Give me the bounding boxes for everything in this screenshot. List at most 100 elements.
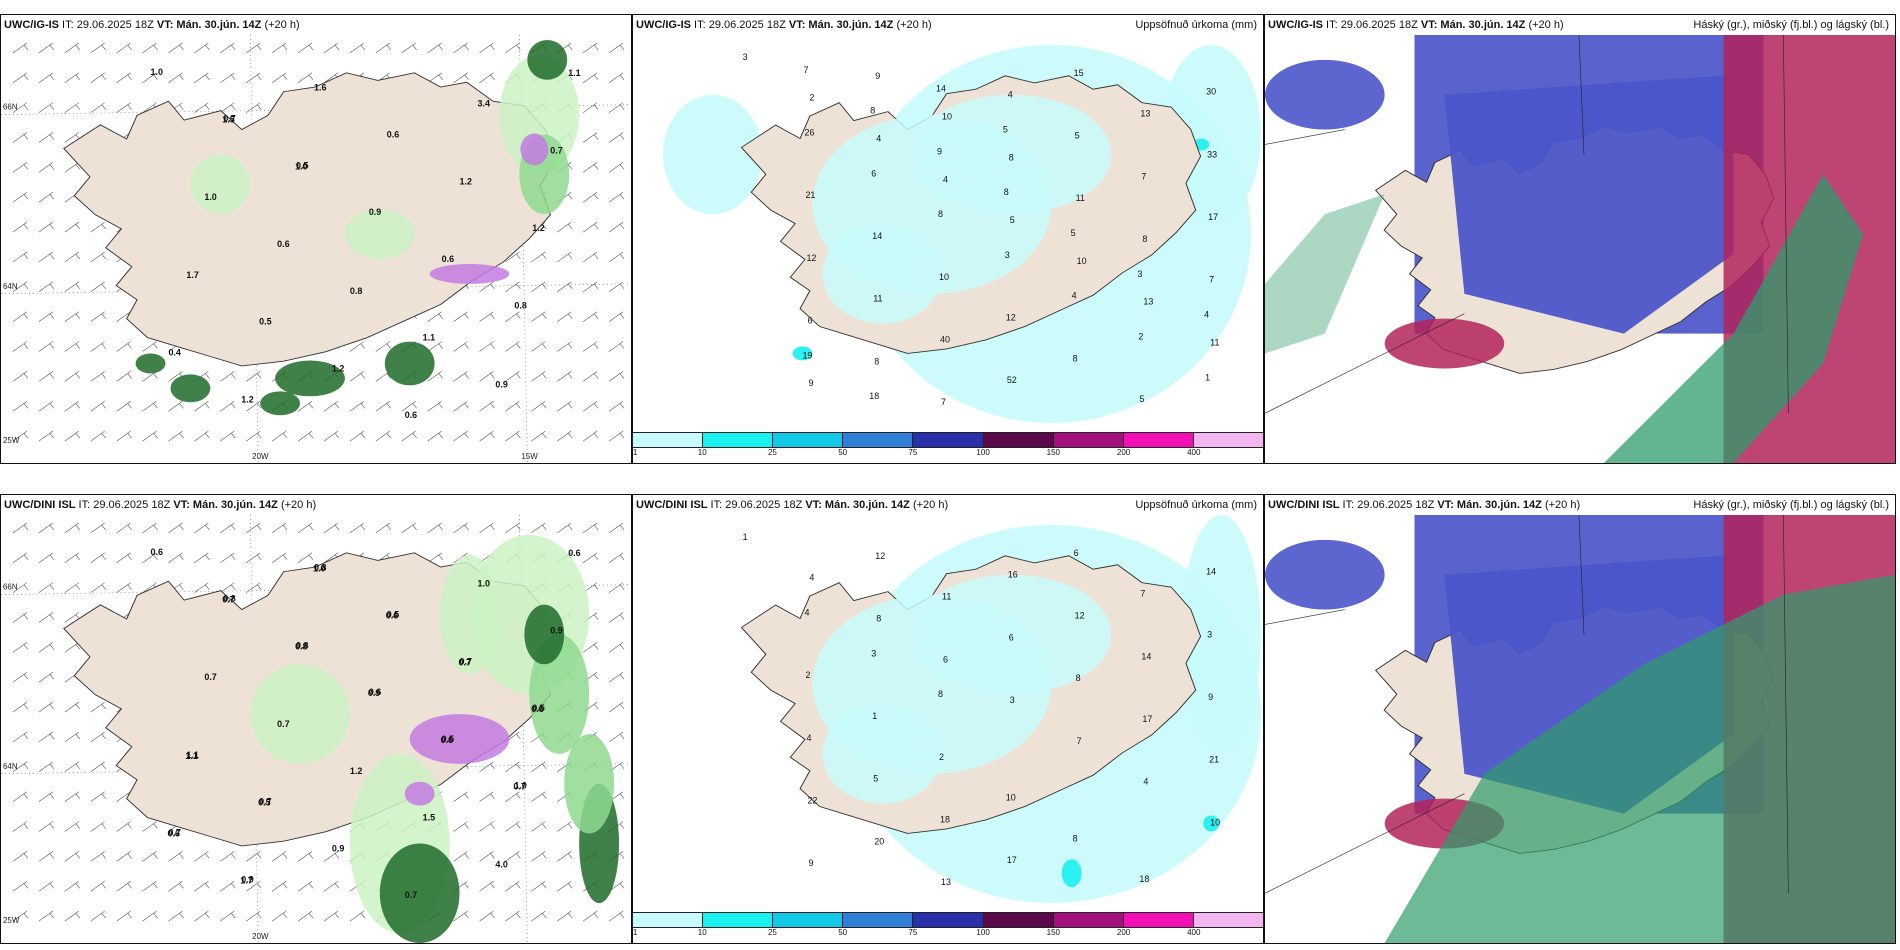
precip-wind-map[interactable]: 66N 64N 25W 20W 15W 1.0 0.7 0.5 0.9 0.6 0.8 0.4 1.2 1…: [1, 35, 631, 463]
precip-value: 2: [809, 93, 814, 103]
precip-value: 33: [1207, 149, 1217, 159]
model-name: UWC/IG-IS: [1268, 19, 1323, 31]
accum-precip-map[interactable]: 3 2 4 4 5 10 13 11 9 9 10 8 11 8 7 6 8 7 4 5 7 17 12 11 40 52 15 13…: [633, 35, 1263, 433]
panel-top-left: UWC/IG-IS IT: 29.06.2025 18Z VT: Mán. 30…: [0, 14, 632, 464]
precip-value: 12: [806, 253, 816, 263]
precip-value: 1.5: [222, 115, 234, 125]
precip-value: 9: [937, 146, 942, 156]
lat-label: 64N: [3, 762, 18, 771]
init-time: IT: 29.06.2025 18Z: [707, 499, 806, 511]
colorbar-tick: 200: [1116, 448, 1131, 457]
precip-values: 1.0 0.7 0.5 0.9 0.6 0.8 0.4 1.2 1.6 0.6 1.2 1.2 1.7 0…: [151, 67, 581, 420]
precip-value: 20: [874, 836, 884, 846]
precip-value: 3: [871, 648, 876, 658]
colorbar-swatch: [703, 913, 774, 927]
precip-value: 0.7: [259, 797, 271, 807]
init-time: IT: 29.06.2025 18Z: [1323, 19, 1421, 31]
precip-value: 1.1: [568, 68, 580, 78]
precip-value: 0.6: [387, 130, 399, 140]
precip-value: 21: [805, 190, 815, 200]
precip-value: 0.8: [314, 563, 326, 573]
model-name: UWC/IG-IS: [4, 19, 59, 31]
cloud-cover-map[interactable]: [1265, 35, 1895, 463]
lat-label: 25W: [3, 916, 20, 925]
precip-value: 0.5: [258, 798, 270, 808]
precip-value: 4: [806, 733, 811, 743]
precip-value: 0.4: [168, 348, 180, 358]
graticule: [1265, 515, 1789, 894]
precip-value: 1.7: [240, 875, 252, 885]
precip-value: 10: [1006, 793, 1016, 803]
colorbar-tick: 50: [838, 928, 848, 937]
precip-value: 5: [1010, 215, 1015, 225]
precip-value: 0.7: [459, 657, 471, 667]
precip-value: 0.7: [204, 672, 216, 682]
precip-value: 14: [936, 84, 946, 94]
precip-value: 2: [805, 670, 810, 680]
precip-value: 1.7: [186, 270, 198, 280]
precip-value: 0.7: [168, 828, 180, 838]
precip-value: 8: [1142, 234, 1147, 244]
precip-value: 4.0: [495, 859, 507, 869]
precip-value: 52: [1007, 375, 1017, 385]
colorbar-swatch: [843, 913, 914, 927]
precip-colorbar: 1 10 25 50 75 100 150 200 400: [632, 912, 1264, 937]
precip-value: 15: [1074, 68, 1084, 78]
precip-value: 0.6: [167, 829, 179, 839]
precip-value: 0.7: [405, 890, 417, 900]
valid-time: VT: Mán. 30.jún. 14Z: [1420, 19, 1526, 31]
precip-value: 1.2: [460, 176, 472, 186]
colorbar-tick: 1: [632, 448, 638, 457]
colorbar-swatch: [773, 433, 844, 447]
panel-header: UWC/IG-IS IT: 29.06.2025 18Z VT: Mán. 30…: [1265, 15, 1895, 35]
precip-wind-map[interactable]: 66N 64N 25W 20W 0.6 0.8 0.8 0.6 0.5 1.0 0.7 0.9 0.8 0…: [1, 515, 631, 943]
precip-value: 1.0: [477, 579, 489, 589]
precip-areas: [250, 534, 620, 943]
colorbar-swatch: [1193, 913, 1263, 927]
precip-value: 17: [1208, 212, 1218, 222]
init-time: IT: 29.06.2025 18Z: [1339, 499, 1438, 511]
precip-value: 6: [871, 168, 876, 178]
precip-value: 4: [804, 608, 809, 618]
precip-value: 17: [1142, 714, 1152, 724]
field-title: Háský (gr.), miðský (fj.bl.) og lágský (…: [1693, 19, 1889, 31]
precip-value: 12: [875, 551, 885, 561]
field-title: Uppsöfnuð úrkoma (mm): [1135, 19, 1257, 31]
panel-bottom-mid: UWC/DINI ISL IT: 29.06.2025 18Z VT: Mán.…: [632, 494, 1264, 944]
precip-value: 0.9: [368, 688, 380, 698]
panel-bottom-right: UWC/DINI ISL IT: 29.06.2025 18Z VT: Mán.…: [1264, 494, 1896, 944]
precip-value: 10: [939, 272, 949, 282]
colorbar-tick: 75: [908, 448, 918, 457]
precip-value: 8: [1004, 187, 1009, 197]
colorbar-swatch: [1053, 913, 1124, 927]
precip-value: 14: [1141, 651, 1151, 661]
precip-value: 40: [940, 334, 950, 344]
precip-value: 9: [875, 71, 880, 81]
precip-value: 5: [1003, 125, 1008, 135]
field-title: Háský (gr.), miðský (fj.bl.) og lágský (…: [1693, 499, 1889, 511]
precip-value: 0.6: [386, 611, 398, 621]
precip-value: 10: [1210, 817, 1220, 827]
precip-value: 7: [1209, 275, 1214, 285]
precip-value: 11: [1076, 193, 1085, 203]
precip-value: 8: [938, 209, 943, 219]
lead-time: (+20 h): [1525, 19, 1564, 31]
model-name: UWC/DINI ISL: [1268, 499, 1340, 511]
lead-time: (+20 h): [277, 499, 317, 511]
cloud-cover-map[interactable]: [1265, 515, 1895, 943]
precip-value: 0.7: [460, 656, 472, 666]
panel-bottom-left: UWC/DINI ISL IT: 29.06.2025 18Z VT: Mán.…: [0, 494, 632, 944]
precip-value: 0.9: [550, 625, 562, 635]
precip-value: 8: [1073, 833, 1078, 843]
precip-value: 14: [872, 231, 882, 241]
precip-value: 10: [942, 112, 952, 122]
high-cloud: [1265, 174, 1864, 463]
colorbar-tick: 75: [908, 928, 918, 937]
accum-precip-map[interactable]: 1 4 8 6 3 7 4 10 9 12 11 6 8 17 21 22 20 13 16 12 14 9 4 5 18 17 6…: [633, 515, 1263, 913]
lat-label: 64N: [3, 282, 18, 291]
colorbar-swatch: [1193, 433, 1263, 447]
colorbar-tick: 25: [767, 928, 777, 937]
colorbar-tick: 150: [1046, 928, 1061, 937]
panel-top-mid: UWC/IG-IS IT: 29.06.2025 18Z VT: Mán. 30…: [632, 14, 1264, 464]
precip-value: 30: [1206, 87, 1216, 97]
